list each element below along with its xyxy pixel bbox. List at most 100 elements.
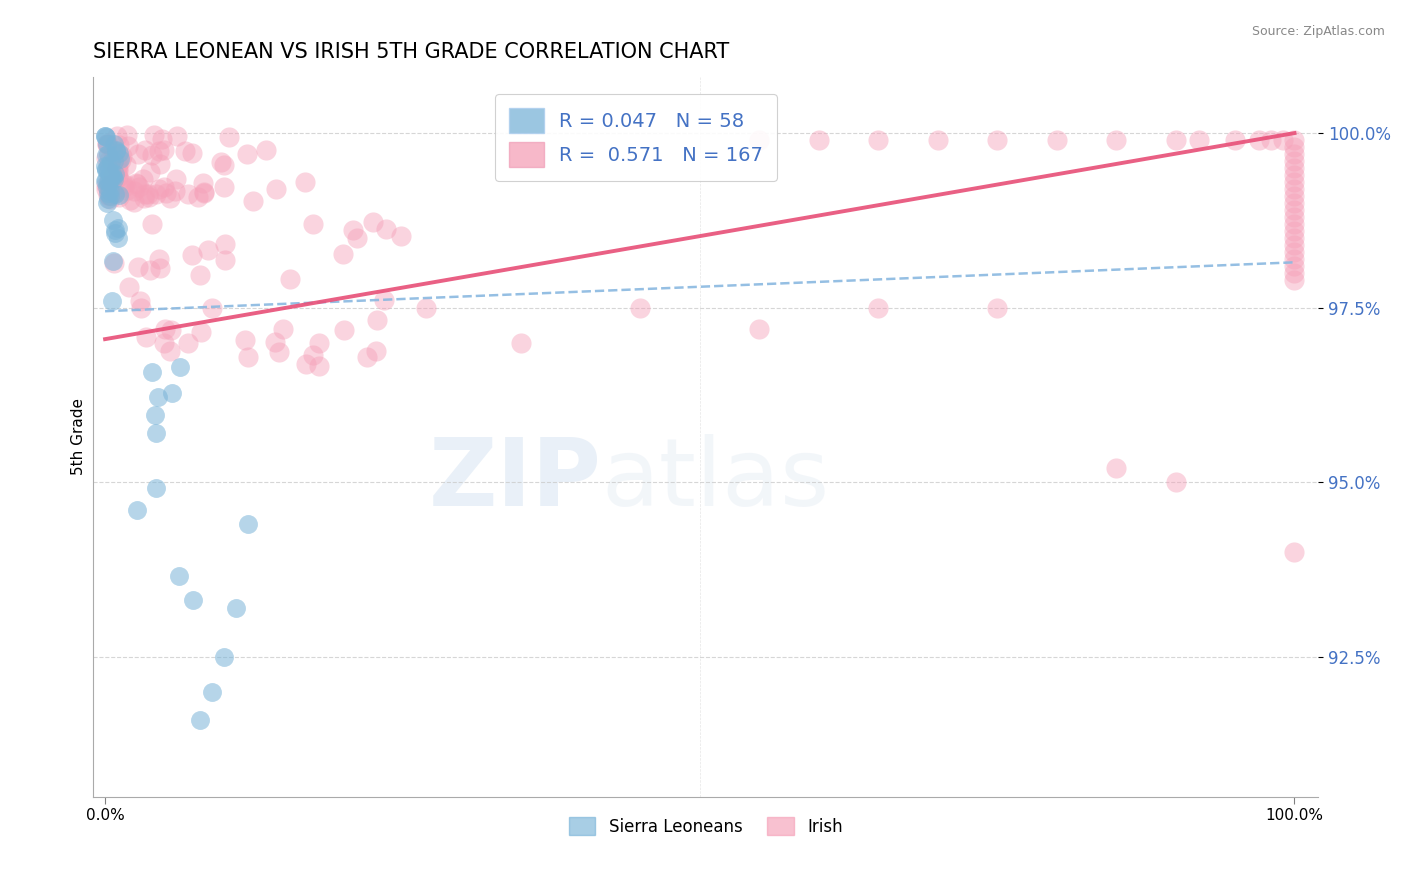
Point (129, 301, 152, 315)
Point (1284, 140, 1306, 154)
Point (129, 294, 152, 309)
Point (107, 164, 129, 178)
Point (132, 191, 155, 205)
Point (127, 260, 149, 275)
Point (97, 188, 120, 202)
Point (1284, 231, 1306, 245)
Point (235, 147, 257, 161)
Point (264, 182, 287, 196)
Point (145, 426, 167, 441)
Point (233, 333, 256, 347)
Point (107, 169, 129, 184)
Point (108, 190, 131, 204)
Point (1284, 266, 1306, 280)
Point (122, 184, 145, 198)
Point (101, 169, 124, 183)
Point (145, 187, 167, 202)
Point (152, 335, 174, 350)
Point (101, 170, 124, 185)
Point (302, 347, 325, 361)
Point (97, 153, 120, 167)
Point (153, 321, 176, 335)
Point (342, 223, 364, 237)
Point (1284, 175, 1306, 189)
Point (1271, 133, 1294, 147)
Point (142, 128, 165, 143)
Point (225, 601, 247, 615)
Point (108, 138, 131, 153)
Point (101, 254, 124, 268)
Point (94, 160, 117, 174)
Point (159, 344, 181, 359)
Point (96, 182, 118, 196)
Point (104, 186, 127, 201)
Point (212, 179, 235, 194)
Point (96, 136, 118, 151)
Text: atlas: atlas (602, 434, 830, 526)
Point (193, 186, 215, 201)
Point (96, 136, 118, 151)
Point (149, 260, 172, 275)
Point (128, 180, 150, 194)
Point (193, 185, 215, 199)
Point (117, 139, 139, 153)
Point (101, 186, 124, 200)
Point (254, 143, 277, 157)
Point (94, 128, 117, 143)
Point (1284, 196, 1306, 211)
Point (97, 175, 120, 189)
Point (104, 185, 127, 199)
Point (141, 217, 163, 231)
Point (150, 132, 173, 146)
Point (375, 222, 398, 236)
Point (110, 153, 132, 168)
Point (107, 161, 129, 175)
Point (236, 350, 259, 364)
Point (148, 144, 170, 158)
Point (214, 158, 236, 172)
Point (114, 177, 136, 191)
Point (201, 301, 224, 315)
Point (132, 171, 155, 186)
Point (214, 236, 236, 251)
Point (100, 170, 122, 185)
Point (197, 243, 219, 257)
Point (212, 650, 235, 665)
Point (136, 187, 159, 202)
Point (165, 172, 187, 186)
Point (104, 223, 127, 237)
Point (1284, 273, 1306, 287)
Point (1284, 161, 1306, 175)
Point (167, 569, 190, 583)
Point (117, 128, 139, 143)
Point (94, 163, 117, 178)
Point (187, 190, 209, 204)
Point (97, 159, 120, 173)
Point (1284, 189, 1306, 203)
Point (356, 350, 378, 364)
Point (134, 143, 156, 157)
Point (110, 152, 132, 166)
Point (188, 713, 211, 727)
Point (104, 226, 127, 240)
Point (135, 330, 157, 344)
Point (153, 180, 176, 194)
Point (97, 180, 120, 194)
Point (125, 503, 148, 517)
Point (122, 194, 145, 209)
Point (1164, 133, 1187, 147)
Point (1105, 461, 1128, 475)
Point (159, 323, 181, 337)
Point (97, 183, 120, 197)
Point (1284, 182, 1306, 196)
Point (165, 184, 187, 198)
Point (107, 149, 129, 163)
Point (1260, 133, 1282, 147)
Point (236, 517, 259, 532)
Point (389, 229, 412, 244)
Point (107, 221, 129, 235)
Point (96, 137, 118, 152)
Point (141, 365, 163, 379)
Point (302, 217, 325, 231)
Point (181, 145, 204, 160)
